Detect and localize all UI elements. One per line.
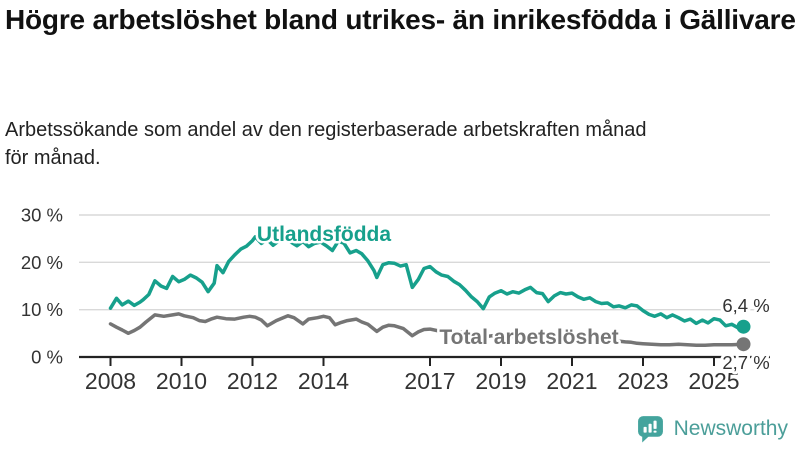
series-label-utlandsfodda: Utlandsfödda — [257, 223, 391, 246]
y-axis-tick-label: 20 % — [21, 252, 63, 273]
page-subtitle: Arbetssökande som andel av den registerb… — [5, 119, 647, 170]
y-axis-tick-label: 0 % — [31, 347, 63, 368]
x-axis-tick-label: 2014 — [298, 368, 349, 394]
x-axis-tick-label: 2012 — [227, 368, 278, 394]
brand-footer: Newsworthy — [636, 414, 788, 443]
series-line-utlandsfodda — [108, 235, 746, 330]
brand-name: Newsworthy — [673, 416, 788, 440]
x-axis-tick-label: 2023 — [617, 368, 668, 394]
y-axis-tick-label: 30 % — [21, 205, 63, 226]
series-end-dot-utlandsfodda — [736, 319, 751, 334]
page-title: Högre arbetslöshet bland utrikes- än inr… — [5, 4, 796, 35]
end-value-label-total: 2,7 % — [722, 352, 769, 373]
x-axis-tick-label: 2017 — [404, 368, 455, 394]
y-axis-tick-label: 10 % — [21, 299, 63, 320]
x-axis-tick-label: 2021 — [546, 368, 597, 394]
series-line-total — [108, 312, 746, 347]
x-axis-tick-label: 2008 — [85, 368, 136, 394]
series-label-total: Total arbetslöshet — [439, 326, 618, 349]
x-axis-tick-label: 2010 — [156, 368, 207, 394]
series-end-dot-total — [736, 337, 751, 352]
end-value-label-utlandsfodda: 6,4 % — [722, 295, 769, 316]
newsworthy-logo-icon — [637, 416, 663, 443]
x-axis-tick-label: 2025 — [688, 368, 739, 394]
x-axis-tick-label: 2019 — [475, 368, 526, 394]
